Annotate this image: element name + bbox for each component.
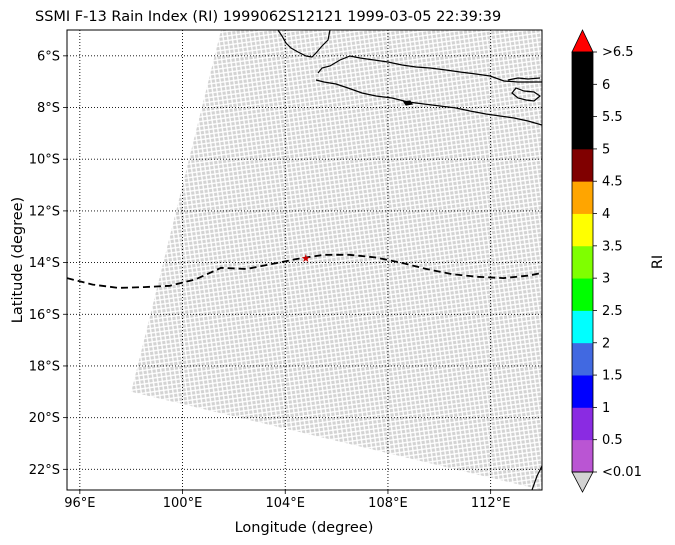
storm-position-marker: ★: [301, 252, 311, 265]
colorbar-outline: [571, 51, 594, 473]
colorbar-bin: [572, 407, 593, 441]
colorbar-over-label: >6.5: [602, 45, 634, 60]
y-tick-label: 20°S: [29, 411, 60, 426]
colorbar-tick-label: 0.5: [602, 433, 623, 448]
colorbar-over-extension: [571, 29, 594, 53]
map-panel: ★: [67, 30, 542, 490]
colorbar-bin: [572, 245, 593, 279]
map-frame: [66, 29, 543, 491]
y-tick-label: 16°S: [29, 308, 60, 323]
colorbar-tick-label: 4: [602, 207, 610, 222]
x-tick-label: 104°E: [265, 496, 305, 511]
colorbar-tick-label: 4.5: [602, 175, 623, 190]
colorbar-tick-label: 5: [602, 142, 610, 157]
coastline-sumatra: [277, 30, 331, 58]
colorbar-bin: [572, 342, 593, 376]
coastline-bali: [507, 77, 541, 81]
x-axis-ticks: 96°E 100°E 104°E 108°E 112°E: [64, 490, 510, 511]
x-tick-label: 112°E: [471, 496, 511, 511]
colorbar-tick-label: 5.5: [602, 110, 623, 125]
colorbar-tick-label: 3: [602, 272, 610, 287]
ssmi-swath: [131, 30, 542, 490]
storm-track-line: [67, 253, 542, 289]
colorbar-bin: [572, 310, 593, 344]
x-tick-label: 108°E: [368, 496, 408, 511]
coastlines: [277, 30, 542, 490]
colorbar-tick-label: 2: [602, 336, 610, 351]
colorbar: 0.5 1 1.5 2 2.5 3 3.5 4 4.5 5 5.5 6 >6.5 <0.01 RI: [571, 29, 666, 493]
colorbar-bin: [572, 148, 593, 182]
colorbar-tick-label: 3.5: [602, 239, 623, 254]
colorbar-bin: [572, 84, 593, 118]
y-tick-label: 6°S: [37, 49, 60, 64]
colorbar-bin: [572, 278, 593, 311]
colorbar-ticks: 0.5 1 1.5 2 2.5 3 3.5 4 4.5 5 5.5 6: [593, 51, 623, 473]
colorbar-tick-label: 2.5: [602, 304, 623, 319]
colorbar-under-label: <0.01: [602, 465, 642, 480]
y-axis-ticks: 6°S 8°S 10°S 12°S 14°S 16°S 18°S 20°S 22°S: [29, 49, 67, 478]
coastline-australia: [531, 465, 542, 490]
y-axis-label: Latitude (degree): [10, 197, 26, 323]
x-tick-label: 100°E: [163, 496, 203, 511]
coastline-java-north: [317, 55, 542, 83]
colorbar-bin: [572, 439, 593, 473]
colorbar-tick-label: 1: [602, 401, 610, 416]
colorbar-bin: [572, 181, 593, 214]
y-tick-label: 12°S: [29, 204, 60, 219]
colorbar-label: RI: [650, 255, 666, 269]
colorbar-tick-label: 6: [602, 78, 610, 93]
y-tick-label: 22°S: [29, 463, 60, 478]
colorbar-bin: [572, 52, 593, 85]
colorbar-bins: [572, 52, 593, 473]
x-axis-label: Longitude (degree): [235, 520, 374, 536]
coastline-java-south: [315, 79, 542, 126]
y-tick-label: 18°S: [29, 359, 60, 374]
colorbar-bin: [572, 213, 593, 247]
y-tick-label: 14°S: [29, 256, 60, 271]
colorbar-bin: [572, 375, 593, 408]
coastline-java-east-tip: [511, 87, 542, 102]
y-tick-label: 8°S: [37, 101, 60, 116]
x-tick-label: 96°E: [64, 496, 95, 511]
colorbar-under-extension: [571, 471, 594, 493]
figure-title: SSMI F-13 Rain Index (RI) 1999062S12121 …: [35, 9, 501, 25]
y-tick-label: 10°S: [29, 153, 60, 168]
coastline-islet: [402, 100, 414, 106]
colorbar-tick-label: 1.5: [602, 369, 623, 384]
colorbar-bin: [572, 116, 593, 150]
